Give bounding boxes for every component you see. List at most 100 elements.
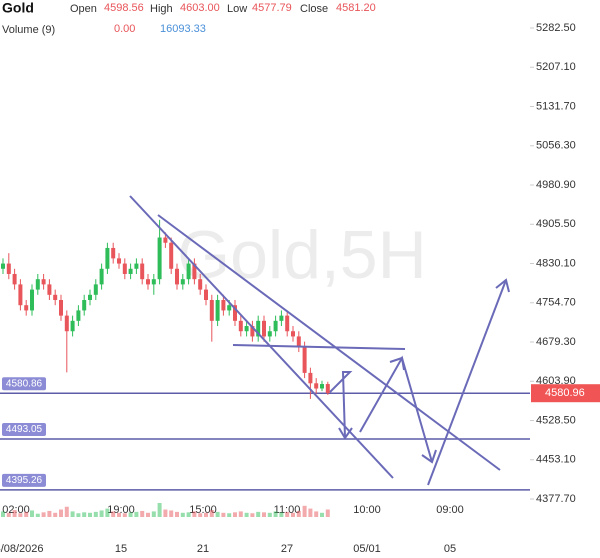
y-tick-label: 4754.70 [536,297,576,309]
candle-body [302,346,307,373]
arrow [427,279,507,486]
candle-body [233,305,237,321]
candle-body [117,258,121,264]
candle-body [308,372,313,384]
trend-line [232,344,406,350]
volume-bar [140,510,145,517]
volume-bar [325,509,330,517]
candle-body [204,289,208,301]
candle-body [134,263,139,269]
volume-bar [6,512,11,517]
candle-body [175,268,179,285]
price-badge [531,384,600,403]
candle-body [6,263,11,274]
level-label: 4395.26 [6,475,43,486]
candle-body [82,300,87,311]
candle-body [267,331,272,337]
y-tick-label: 4603.90 [536,375,576,387]
candle-body [180,279,185,285]
volume-bar [308,508,313,517]
candle-body [122,263,127,274]
volume-bar [122,513,127,517]
volume-bar [35,513,40,517]
candle-body [140,263,145,280]
value: 16093.33 [160,23,206,35]
price-label: 4580.96 [545,387,585,399]
volume-bar [1,511,5,517]
candle-body [47,284,52,295]
volume-bar [233,512,237,517]
value: 4581.20 [336,2,376,14]
candle-body [53,294,58,301]
y-tick-label: 4377.70 [536,493,576,505]
volume-bar [285,511,290,517]
volume-bar [215,511,220,517]
drawings [129,195,510,486]
volume-bar [180,512,185,517]
candle-body [35,279,40,290]
symbol: Gold [2,0,34,16]
y-tick-label: 4528.50 [536,414,576,426]
y-tick-label: 5282.50 [536,22,576,34]
x-date-label: 05/01 [353,543,381,555]
candle-body [157,237,162,280]
volume-bar [291,512,295,517]
x-date-label: 15 [115,543,127,555]
candle-body [238,320,243,332]
volume-bar [169,510,174,517]
candle-body [30,289,34,311]
candle-body [105,247,110,269]
level-label: 4493.05 [6,424,43,435]
candle-body [273,320,278,332]
candle-body [250,326,255,337]
volume-bar [262,512,266,517]
candle-body [18,284,23,306]
volume-bar [24,511,29,517]
candle-body [99,268,104,285]
volume-bar [18,513,23,517]
candle-body [325,384,330,394]
candle-body [227,305,232,311]
trend-line [157,214,501,471]
y-tick-label: 4830.10 [536,257,576,269]
volume-bar [64,506,69,517]
y-tick-label: 5131.70 [536,100,576,112]
volume-bar [111,511,116,517]
volume-bar [256,511,261,517]
volume-bar [267,512,272,517]
candle-body [169,242,174,269]
candle-body [128,268,133,274]
volume-bar [99,510,104,517]
x-date-label: 05 [444,543,456,555]
candle-body [70,320,75,332]
volume-bar [12,510,17,517]
volume-bar [186,512,191,517]
volume-bar [320,512,324,517]
x-date-label: 04/08/2026 [0,543,44,555]
label: High [150,3,173,15]
volume-bar [302,505,307,517]
volume-bar [209,510,214,517]
arrow-head [495,278,510,293]
volume-bar [244,512,249,517]
y-tick-label: 4980.90 [536,179,576,191]
volume-bar [30,510,34,517]
candle-body [221,300,226,311]
candle-body [59,300,63,316]
arrow-head [389,356,405,371]
volume-bar [279,512,284,517]
candle-body [151,279,156,285]
candle-body [1,263,5,269]
candle-body [215,300,220,321]
value: 4603.00 [180,2,220,14]
x-tick-label: 09:00 [436,504,464,516]
label: Volume (9) [2,24,55,36]
volume-bar [76,513,81,517]
candle-body [291,331,295,337]
volume-bar [82,512,87,517]
candle-body [198,279,203,290]
candle-body [64,315,69,332]
candle-body [41,279,46,285]
volume-bar [175,511,179,517]
